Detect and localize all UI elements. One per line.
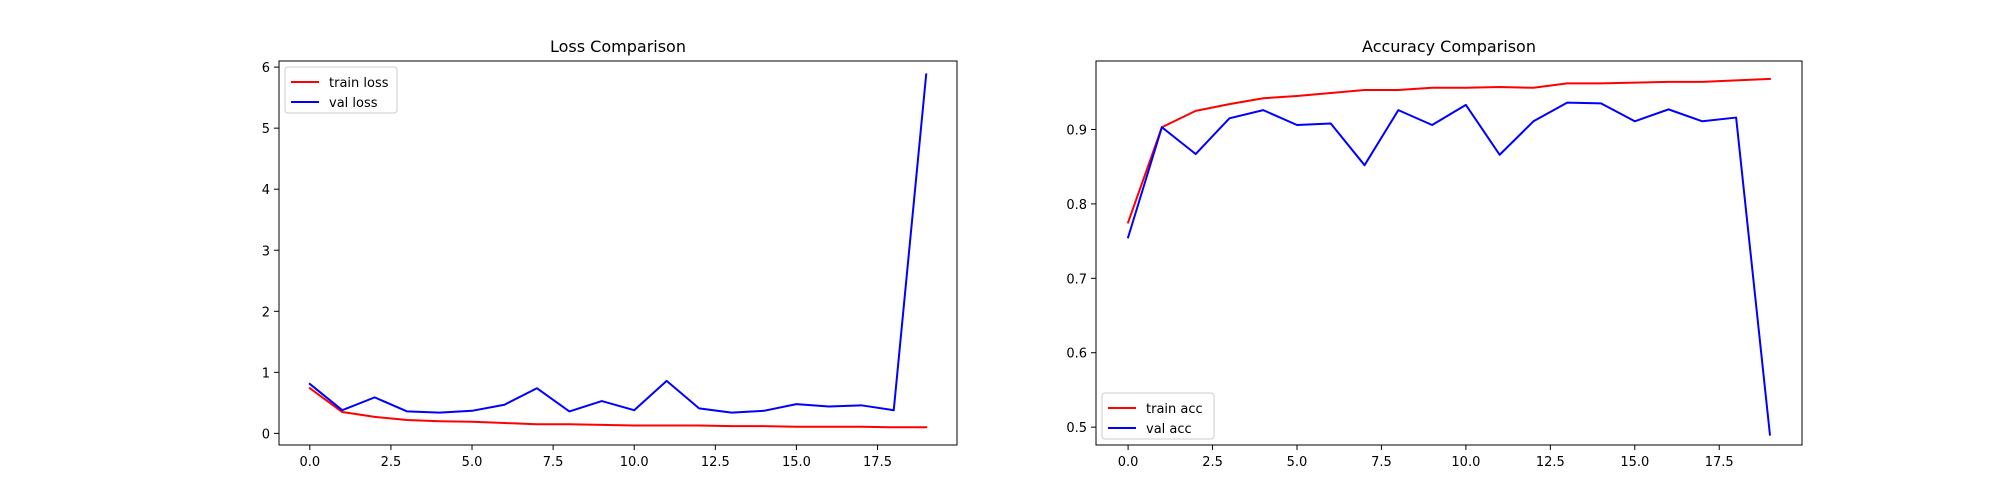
chart1-y-tick-label: 4 [262,183,270,198]
chart1-series-line-train-loss [308,386,928,429]
chart1-x-tick-label: 17.5 [863,455,892,470]
chart2-x-tick-label: 17.5 [1705,455,1734,470]
chart2-series-line-val-acc [1126,101,1772,436]
chart1-y-tick-label: 5 [262,122,270,137]
chart1-y-tick-label: 1 [262,366,270,381]
chart1-y-tick-label: 3 [262,244,270,259]
chart1-x-tick-label: 0.0 [299,455,320,470]
chart1-y-tick-label: 6 [262,61,270,76]
chart1-x-tick-label: 5.0 [462,455,483,470]
chart1-x-tick-label: 2.5 [381,455,402,470]
chart2-x-tick-label: 7.5 [1371,455,1392,470]
chart1-title: Loss Comparison [550,37,686,56]
chart2-axes-frame [1095,60,1803,446]
chart2-y-tick-label: 0.6 [1066,347,1087,362]
chart2-legend: train acc val acc [1101,392,1215,440]
chart1-legend: train loss val loss [284,66,398,114]
chart2-legend-label: val acc [1146,422,1192,437]
chart2-y-tick-label: 0.7 [1066,272,1087,287]
chart2-y-tick-label: 0.5 [1066,421,1087,436]
chart1-y-tick-label: 2 [262,305,270,320]
chart2-x-tick-label: 12.5 [1536,455,1565,470]
chart1-x-tick-label: 15.0 [782,455,811,470]
chart1-legend-label: val loss [329,96,378,111]
chart2-x-tick-label: 10.0 [1451,455,1480,470]
chart2-group: Accuracy Comparison 0.0 2.5 5.0 7.5 10.0 12.5 1… [1066,37,1803,470]
chart2-x-tick-label: 15.0 [1620,455,1649,470]
chart1-group: Loss Comparison 0.0 2.5 5.0 7.5 10.0 12.5 15.0 1… [262,37,958,470]
chart2-x-tick-label: 2.5 [1202,455,1223,470]
chart2-y-tick-label: 0.8 [1066,198,1087,213]
chart2-y-tick-label: 0.9 [1066,123,1087,138]
chart1-axes-frame [278,60,958,446]
chart2-series-line-train-acc [1126,77,1771,224]
chart1-x-tick-label: 7.5 [543,455,564,470]
chart1-y-tick-label: 0 [262,427,270,442]
chart1-series-line-val-loss [308,73,928,414]
chart2-title: Accuracy Comparison [1362,37,1536,56]
chart2-x-tick-label: 0.0 [1118,455,1139,470]
chart1-legend-label: train loss [329,76,389,91]
chart1-x-tick-label: 10.0 [620,455,649,470]
chart1-x-tick-label: 12.5 [701,455,730,470]
chart2-legend-label: train acc [1146,402,1203,417]
chart2-x-tick-label: 5.0 [1287,455,1308,470]
